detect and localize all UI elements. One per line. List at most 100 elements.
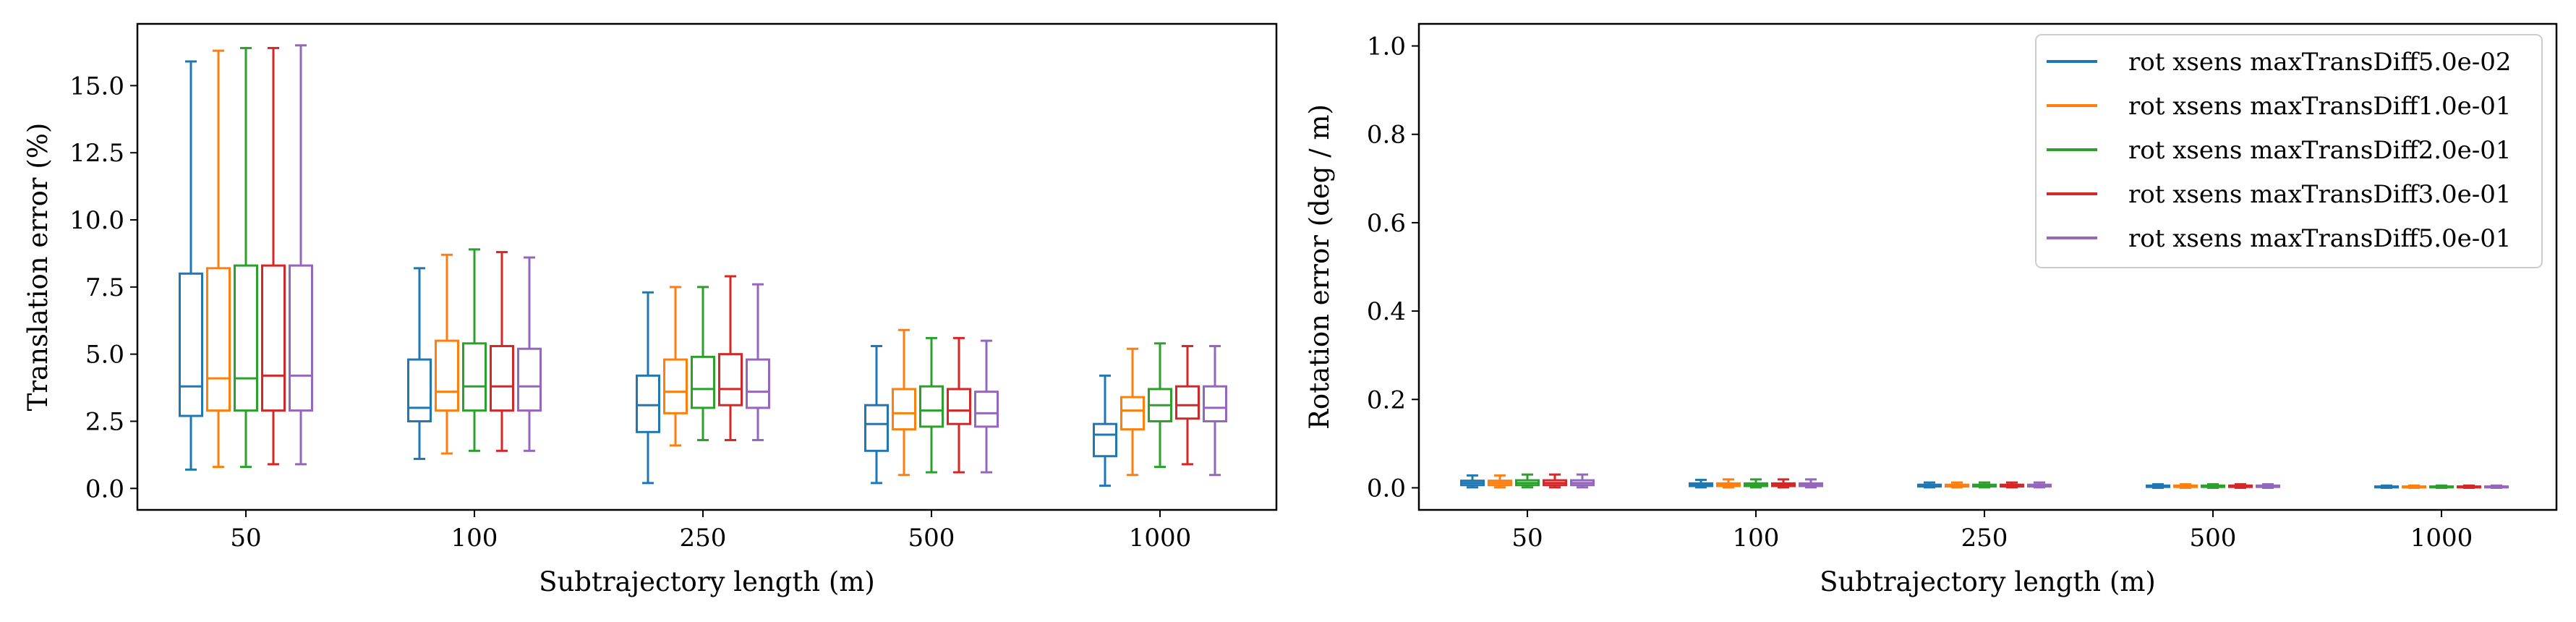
box-plot (1460, 474, 1485, 489)
box-plot (2457, 484, 2481, 489)
box-plot (636, 291, 660, 485)
iqr-box (746, 358, 770, 409)
box-plot (974, 339, 999, 474)
iqr-box (1120, 396, 1145, 431)
iqr-box (718, 353, 743, 406)
y-tick-label: 10.0 (69, 206, 124, 235)
box-plot (261, 46, 286, 466)
box-plot (1175, 345, 1200, 466)
legend-entry: rot xsens maxTransDiff1.0e-01 (2047, 92, 2512, 121)
y-tick-label: 0.4 (1367, 297, 1406, 326)
iqr-box (1175, 385, 1200, 420)
box-plot (407, 267, 432, 460)
iqr-box (435, 339, 459, 412)
iqr-box (1093, 422, 1117, 458)
iqr-box (1203, 385, 1227, 422)
rotation-x-ticks: 50 100 250 500 1000 (1511, 510, 2473, 553)
box-plot (2256, 483, 2280, 489)
y-tick-label: 1.0 (1367, 33, 1406, 61)
iqr-box (289, 264, 313, 412)
x-tick-label: 250 (680, 524, 727, 553)
iqr-box (919, 385, 944, 428)
iqr-box (179, 272, 203, 417)
box-plot (864, 345, 889, 485)
box-plot (947, 336, 971, 474)
box-plot (2201, 483, 2225, 489)
x-tick-label: 50 (1511, 524, 1543, 553)
box-plot (1799, 478, 1823, 489)
box-plot (1917, 481, 1942, 489)
x-tick-label: 500 (908, 524, 955, 553)
box-plot (2374, 484, 2399, 489)
legend-label: rot xsens maxTransDiff3.0e-01 (2128, 180, 2512, 209)
iqr-box (864, 404, 889, 452)
box-plot (435, 253, 459, 455)
box-plot (2000, 481, 2024, 489)
iqr-box (636, 374, 660, 433)
y-tick-label: 0.6 (1367, 209, 1406, 238)
y-tick-label: 5.0 (85, 341, 124, 370)
legend-entry: rot xsens maxTransDiff5.0e-01 (2047, 224, 2512, 253)
rotation-y-ticks: 0.0 0.2 0.4 0.6 0.8 1.0 (1367, 33, 1419, 503)
rotation-error-chart: 0.0 0.2 0.4 0.6 0.8 1.0 50 100 250 500 1000 Subtr… (1304, 22, 2558, 597)
translation-boxplots (179, 44, 1227, 487)
y-tick-label: 2.5 (85, 407, 124, 436)
box-plot (2429, 484, 2454, 489)
box-plot (1570, 473, 1595, 489)
iqr-box (892, 388, 916, 431)
y-tick-label: 0.0 (85, 474, 124, 503)
box-plot (206, 49, 231, 469)
box-plot (1945, 481, 1969, 489)
legend-label: rot xsens maxTransDiff5.0e-01 (2128, 224, 2512, 253)
y-tick-label: 7.5 (85, 273, 124, 302)
box-plot (1689, 478, 1713, 489)
x-tick-label: 50 (230, 524, 261, 553)
box-plot (1148, 342, 1172, 469)
y-tick-label: 12.5 (69, 139, 124, 168)
legend-label: rot xsens maxTransDiff1.0e-01 (2128, 92, 2512, 121)
box-plot (746, 283, 770, 441)
box-plot (2146, 483, 2170, 489)
rotation-plot-frame (1417, 22, 2558, 511)
legend-label: rot xsens maxTransDiff2.0e-01 (2128, 136, 2512, 165)
y-tick-label: 0.2 (1367, 385, 1406, 414)
x-tick-label: 1000 (1129, 524, 1192, 553)
box-plot (2173, 483, 2198, 489)
box-plot (663, 286, 688, 447)
box-plot (1543, 473, 1567, 489)
iqr-box (206, 267, 231, 412)
box-plot (2484, 484, 2509, 489)
x-tick-label: 100 (1733, 524, 1780, 553)
box-plot (1120, 347, 1145, 477)
box-plot (234, 46, 258, 469)
legend-frame (2035, 34, 2543, 268)
iqr-box (407, 358, 432, 422)
iqr-box (517, 347, 542, 412)
legend-label: rot xsens maxTransDiff5.0e-02 (2128, 48, 2512, 77)
legend-entry: rot xsens maxTransDiff3.0e-01 (2047, 180, 2512, 209)
translation-y-axis-label: Translation error (%) (22, 123, 54, 412)
legend-entry: rot xsens maxTransDiff2.0e-01 (2047, 136, 2512, 165)
legend: rot xsens maxTransDiff5.0e-02 rot xsens m… (2035, 34, 2543, 268)
box-plot (462, 248, 487, 452)
translation-y-ticks: 0.0 2.5 5.0 7.5 10.0 12.5 15.0 (69, 72, 137, 503)
legend-items: rot xsens maxTransDiff5.0e-02 rot xsens m… (2047, 48, 2512, 253)
box-plot (490, 251, 514, 452)
box-plot (718, 275, 743, 441)
rotation-boxplots (1460, 473, 2509, 489)
box-plot (1488, 474, 1512, 489)
x-tick-label: 250 (1961, 524, 2008, 553)
iqr-box (947, 388, 971, 425)
box-plot (1716, 478, 1741, 489)
box-plot (289, 44, 313, 466)
rotation-x-axis-label: Subtrajectory length (m) (1820, 566, 2156, 597)
iqr-box (490, 345, 514, 412)
translation-x-ticks: 50 100 250 500 1000 (230, 510, 1191, 553)
iqr-box (462, 342, 487, 412)
box-plot (691, 286, 715, 441)
x-tick-label: 100 (451, 524, 498, 553)
translation-x-axis-label: Subtrajectory length (m) (539, 566, 875, 597)
box-plot (2402, 484, 2426, 489)
x-tick-label: 1000 (2410, 524, 2473, 553)
